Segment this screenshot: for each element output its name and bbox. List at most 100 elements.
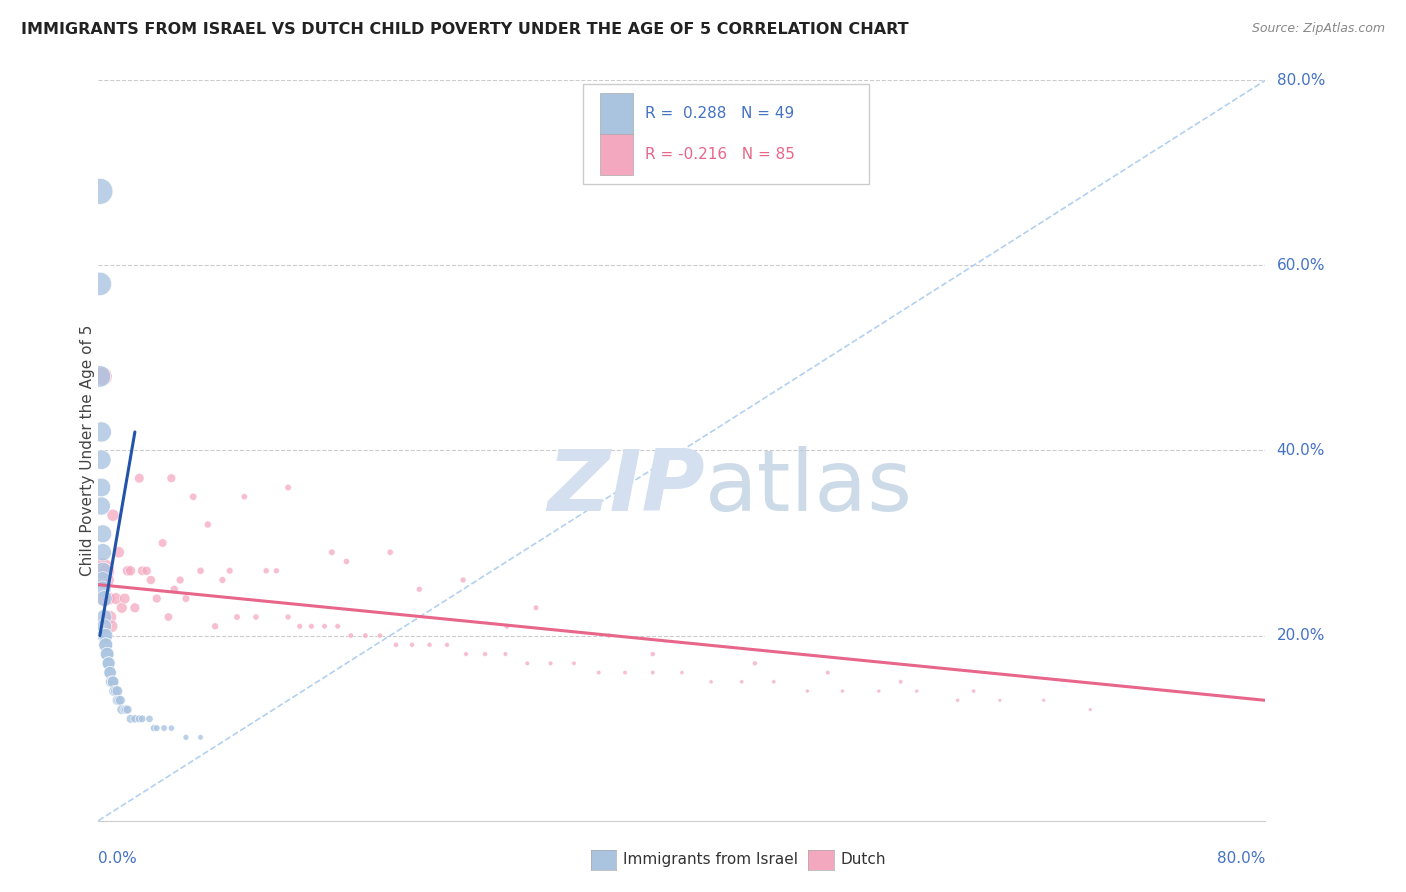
Point [1032,693,1054,707]
Point [354,628,377,642]
Point [90,564,112,578]
Point [1080,703,1102,717]
Point [124,600,146,615]
Point [277,610,299,624]
Point [90,481,112,495]
Point [111,600,134,615]
Text: ZIP: ZIP [547,446,706,529]
Point [700,674,723,689]
Point [641,647,664,661]
Point [131,564,153,578]
FancyBboxPatch shape [600,134,633,175]
Point [146,721,169,735]
Point [90,452,112,467]
Point [731,674,754,689]
Point [98,665,121,680]
Text: IMMIGRANTS FROM ISRAEL VS DUTCH CHILD POVERTY UNDER THE AGE OF 5 CORRELATION CHA: IMMIGRANTS FROM ISRAEL VS DUTCH CHILD PO… [21,22,908,37]
Point [419,638,441,652]
Point [101,508,124,523]
Point [169,573,191,587]
Text: atlas: atlas [706,446,914,529]
Point [321,545,343,559]
Point [288,619,311,633]
Point [160,721,183,735]
Point [211,573,233,587]
Point [96,647,118,661]
Point [190,731,212,745]
Point [98,610,121,624]
Point [120,564,142,578]
Point [93,591,115,606]
Point [494,647,516,661]
Text: 20.0%: 20.0% [1277,628,1324,643]
Point [160,471,183,485]
Point [89,277,111,291]
Point [385,638,408,652]
Point [598,628,620,642]
Point [128,712,150,726]
Point [314,619,336,633]
Point [105,684,128,698]
Point [111,703,134,717]
Point [110,693,132,707]
Point [831,684,853,698]
Point [401,638,423,652]
Point [93,628,115,642]
Point [157,610,180,624]
Text: Dutch: Dutch [841,853,886,867]
Point [117,703,139,717]
Point [105,693,128,707]
Text: 60.0%: 60.0% [1277,258,1324,273]
Text: R = -0.216   N = 85: R = -0.216 N = 85 [644,147,794,161]
Point [93,619,115,633]
Point [94,628,117,642]
Point [131,712,153,726]
Point [97,657,120,671]
Point [335,554,357,569]
Point [254,564,277,578]
Point [128,471,150,485]
Text: Source: ZipAtlas.com: Source: ZipAtlas.com [1251,22,1385,36]
Point [91,526,114,541]
Point [101,674,124,689]
Point [103,684,125,698]
Point [671,665,693,680]
Point [796,684,818,698]
Point [97,591,120,606]
Point [368,628,391,642]
Point [496,619,519,633]
Point [91,369,114,384]
Point [233,490,256,504]
Point [90,499,112,513]
Point [245,610,267,624]
Point [226,610,249,624]
Point [436,638,458,652]
Point [100,674,122,689]
Point [96,573,118,587]
Point [108,545,131,559]
Point [197,517,219,532]
Point [524,600,547,615]
Text: R =  0.288   N = 49: R = 0.288 N = 49 [644,106,794,121]
Point [114,591,136,606]
Point [174,591,197,606]
Point [93,591,115,606]
Point [218,564,240,578]
Point [451,573,474,587]
Point [135,564,157,578]
Text: 80.0%: 80.0% [1277,73,1324,87]
Point [817,665,839,680]
Point [108,693,131,707]
Point [744,657,766,671]
Point [93,610,115,624]
FancyBboxPatch shape [600,94,633,134]
Point [98,665,121,680]
Point [91,573,114,587]
Point [100,619,122,633]
Point [266,564,288,578]
Point [94,564,117,578]
Point [641,665,664,680]
Point [614,665,637,680]
Point [89,369,111,384]
Point [124,712,146,726]
